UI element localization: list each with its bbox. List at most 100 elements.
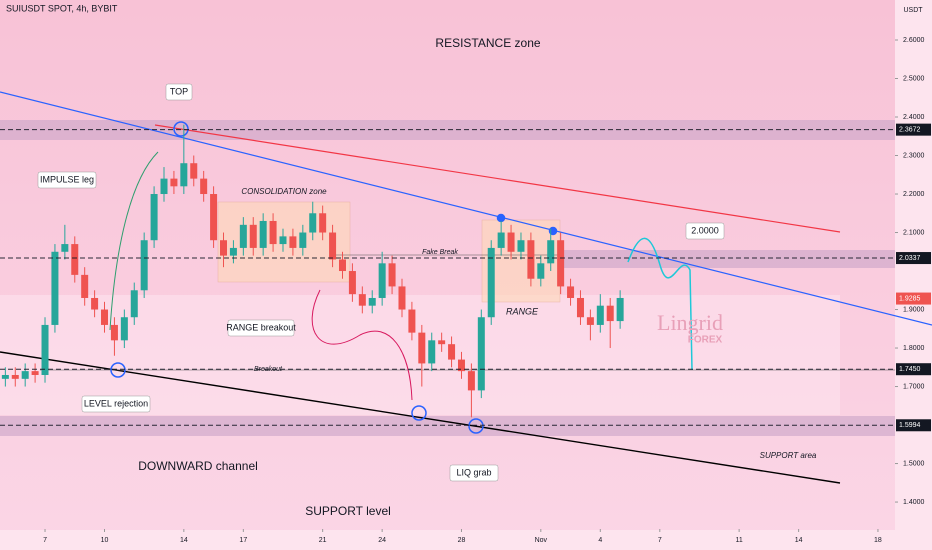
price-level-label: 2.0337 bbox=[899, 255, 921, 262]
candle-body bbox=[41, 324, 49, 375]
candle-body bbox=[338, 259, 346, 272]
candle-body bbox=[448, 344, 456, 360]
x-tick-label: 11 bbox=[735, 537, 742, 544]
annotation: IMPULSE leg bbox=[40, 174, 94, 184]
y-tick-label: 2.5000 bbox=[903, 75, 925, 82]
annotation: Breakout bbox=[254, 366, 283, 373]
y-tick-label: 2.4000 bbox=[903, 114, 925, 121]
candle-body bbox=[120, 317, 128, 341]
price-level-tag bbox=[896, 252, 931, 265]
candle-body bbox=[21, 371, 29, 379]
candle-body bbox=[11, 374, 19, 379]
currency: USDT bbox=[903, 7, 923, 14]
candle-body bbox=[438, 340, 446, 345]
candle-body bbox=[378, 263, 386, 298]
x-tick-label: Nov bbox=[535, 537, 548, 544]
label-box bbox=[449, 464, 499, 482]
x-tick-label: 21 bbox=[319, 537, 327, 544]
range-breakout-arrow bbox=[311, 289, 413, 401]
chart-title: SUIUSDT SPOT, 4h, BYBIT bbox=[6, 3, 118, 13]
annotation: RANGE breakout bbox=[226, 322, 296, 332]
candle-body bbox=[61, 244, 69, 252]
marker bbox=[110, 362, 126, 378]
candle-body bbox=[140, 240, 148, 291]
candle-body bbox=[180, 163, 188, 187]
price-level-label: 1.9285 bbox=[899, 295, 921, 302]
candle-body bbox=[1, 374, 9, 379]
candle-body bbox=[567, 286, 575, 298]
impulse-arrow bbox=[109, 151, 159, 331]
candle-body bbox=[428, 340, 436, 364]
projection-path bbox=[627, 237, 693, 371]
candle-body bbox=[348, 271, 356, 295]
price-level-label: 1.5994 bbox=[899, 422, 921, 429]
annotation: LEVEL rejection bbox=[84, 398, 148, 408]
x-tick-label: 14 bbox=[795, 537, 803, 544]
candle-body bbox=[31, 371, 39, 375]
price-level-tag bbox=[896, 419, 931, 432]
candle-body bbox=[71, 244, 79, 275]
label-box bbox=[37, 171, 97, 189]
y-tick-label: 2.6000 bbox=[903, 37, 925, 44]
candle-body bbox=[557, 240, 565, 287]
candle-body bbox=[457, 359, 465, 372]
x-tick-label: 24 bbox=[378, 537, 386, 544]
label-box bbox=[165, 83, 193, 101]
marker bbox=[548, 226, 558, 236]
annotation: RESISTANCE zone bbox=[435, 36, 540, 50]
y-tick-label: 1.9000 bbox=[903, 306, 925, 313]
annotation: RANGE bbox=[506, 306, 539, 316]
y-tick-label: 1.4000 bbox=[903, 499, 925, 506]
label-box bbox=[81, 395, 151, 413]
candle-body bbox=[91, 297, 99, 310]
candle-body bbox=[467, 371, 475, 391]
candle-body bbox=[101, 309, 109, 325]
mid-band bbox=[560, 250, 895, 268]
marker bbox=[173, 121, 189, 137]
blue-trendline bbox=[0, 91, 932, 326]
x-tick-label: 14 bbox=[180, 537, 188, 544]
price-level-tag bbox=[896, 363, 931, 376]
y-tick-label: 1.5000 bbox=[903, 460, 925, 467]
label-box bbox=[227, 319, 295, 337]
candle-body bbox=[200, 178, 208, 195]
candle-body bbox=[279, 236, 287, 245]
candle-body bbox=[210, 194, 218, 241]
candle-body bbox=[130, 290, 138, 318]
annotation: SUPPORT level bbox=[305, 504, 391, 518]
candle-body bbox=[249, 224, 257, 248]
price-level-label: 2.3672 bbox=[899, 126, 921, 133]
candle-body bbox=[309, 213, 317, 233]
candle-body bbox=[160, 178, 168, 195]
candle-body bbox=[517, 240, 525, 252]
candle-body bbox=[537, 263, 545, 279]
candle-body bbox=[358, 294, 366, 306]
candle-body bbox=[596, 305, 604, 325]
marker bbox=[411, 405, 427, 421]
time-axis bbox=[0, 530, 895, 550]
resistance-band bbox=[0, 120, 895, 140]
candle-body bbox=[388, 263, 396, 287]
x-tick-label: 7 bbox=[658, 537, 662, 544]
candle-body bbox=[239, 224, 247, 248]
candle-body bbox=[586, 317, 594, 325]
annotation: DOWNWARD channel bbox=[138, 459, 258, 473]
price-level-tag bbox=[896, 123, 931, 136]
candle-body bbox=[547, 240, 555, 264]
annotation: TOP bbox=[170, 86, 188, 96]
candle-body bbox=[81, 274, 89, 298]
candle-body bbox=[289, 236, 297, 248]
channel-line bbox=[0, 351, 841, 484]
candle-body bbox=[497, 232, 505, 248]
candle-body bbox=[329, 232, 337, 260]
price-level-tag bbox=[896, 292, 931, 305]
y-tick-label: 2.3000 bbox=[903, 152, 925, 159]
annotation: SUPPORT area bbox=[760, 451, 817, 460]
watermark: Lingrid bbox=[657, 310, 723, 335]
candle-body bbox=[368, 297, 376, 306]
watermark: FOREX bbox=[688, 335, 723, 346]
candle-body bbox=[299, 232, 307, 248]
